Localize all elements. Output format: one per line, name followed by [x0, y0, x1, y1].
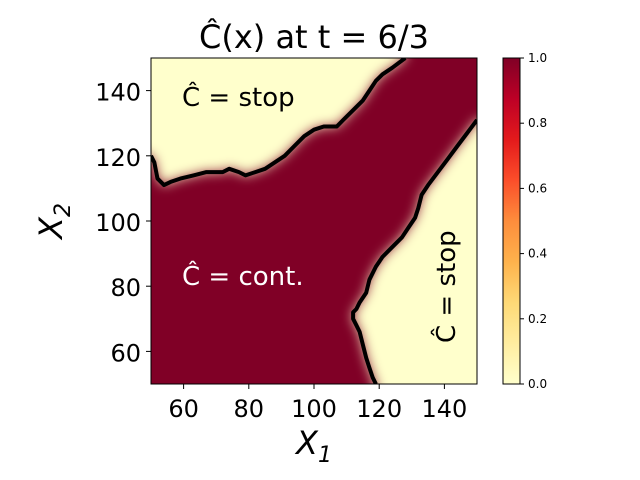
x-axis-label-sub: 1 — [318, 443, 332, 468]
colorbar-tick-label: 1.0 — [528, 51, 547, 65]
x-axis-ticks: 60 80 100 120 140 — [168, 384, 467, 423]
y-axis-label: X2 — [32, 203, 76, 241]
y-axis-ticks: 60 80 100 120 140 — [95, 79, 151, 367]
colorbar-tick-label: 0.8 — [528, 116, 547, 130]
y-tick-label: 100 — [95, 209, 141, 237]
x-axis-label: X1 — [294, 424, 332, 468]
colorbar-tick-label: 0.6 — [528, 181, 547, 195]
colorbar — [502, 57, 521, 385]
x-tick-label: 120 — [356, 395, 402, 423]
colorbar-tick-label: 0.4 — [528, 247, 547, 261]
chart-title: Ĉ(x) at t = 6/3 — [199, 17, 429, 56]
stop-region-lower — [353, 119, 477, 384]
y-tick-label: 140 — [95, 79, 141, 107]
boundary-line-upper — [151, 58, 407, 188]
colorbar-tick-label: 0.2 — [528, 312, 547, 326]
annotation-stop-lower: Ĉ = stop — [430, 230, 462, 343]
x-tick-label: 100 — [291, 395, 337, 423]
y-tick-label: 120 — [95, 144, 141, 172]
boundary-line-lower — [351, 118, 477, 384]
x-tick-label: 80 — [234, 395, 265, 423]
x-tick-label: 140 — [421, 395, 467, 423]
colorbar-tick-label: 0.0 — [528, 377, 547, 391]
y-tick-label: 80 — [110, 274, 141, 302]
y-axis-label-main: X — [32, 216, 70, 241]
x-axis-label-main: X — [294, 424, 319, 462]
annotation-stop-upper: Ĉ = stop — [182, 81, 295, 113]
y-tick-label: 60 — [110, 339, 141, 367]
heatmap-plot — [151, 58, 477, 384]
colorbar-ticks: 0.0 0.2 0.4 0.6 0.8 1.0 — [520, 51, 547, 391]
stop-region-upper — [151, 58, 406, 186]
annotation-continue: Ĉ = cont. — [182, 260, 304, 292]
y-axis-label-sub: 2 — [51, 203, 76, 217]
x-tick-label: 60 — [168, 395, 199, 423]
